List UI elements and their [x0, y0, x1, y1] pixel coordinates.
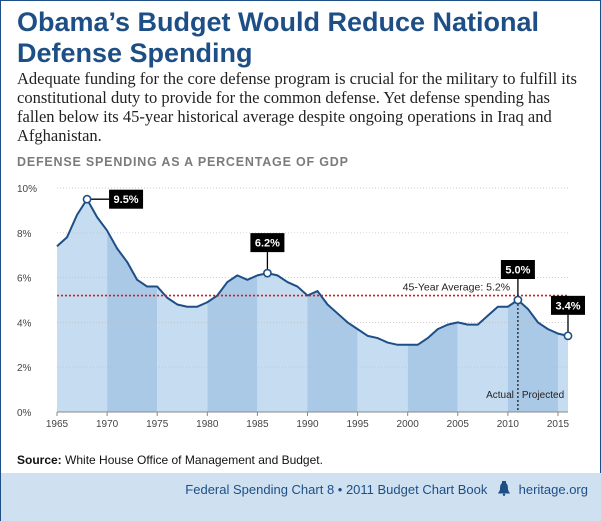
area-band: [207, 199, 258, 412]
x-tick-label: 2010: [497, 419, 520, 430]
chart-title: DEFENSE SPENDING AS A PERCENTAGE OF GDP: [17, 155, 349, 169]
area-band: [107, 199, 158, 412]
x-tick-label: 1975: [146, 419, 169, 430]
x-tick-label: 1980: [196, 419, 219, 430]
y-tick-label: 0%: [17, 408, 32, 419]
area-band: [157, 199, 208, 412]
series-line: [56, 198, 569, 346]
area-band: [457, 199, 508, 412]
y-tick-label: 4%: [17, 318, 32, 329]
x-tick-label: 1970: [96, 419, 119, 430]
defense-spending-chart: 0% 2% 4% 6% 8% 10% 1965 1970 1975 1980 1985 1990 199…: [17, 184, 585, 430]
callout-label: 9.5%: [114, 194, 139, 206]
area-fill: [57, 199, 568, 412]
x-tick-label: 1990: [296, 419, 319, 430]
projected-label: Projected: [522, 390, 564, 401]
y-tick-label: 8%: [17, 229, 32, 240]
liberty-bell-icon: [497, 481, 510, 496]
footer-site-link[interactable]: heritage.org: [518, 482, 588, 497]
callout-marker: [563, 331, 573, 341]
intro-paragraph: Adequate funding for the core defense pr…: [17, 69, 577, 145]
callout-label: 3.4%: [555, 300, 580, 312]
source-label: Source:: [17, 453, 62, 467]
actual-label: Actual: [486, 390, 514, 401]
x-tick-label: 1995: [346, 419, 369, 430]
page-title: Obama’s Budget Would Reduce National Def…: [17, 7, 587, 69]
area-band: [257, 199, 308, 412]
callout-box: [551, 295, 585, 315]
footer-bar: Federal Spending Chart 8 • 2011 Budget C…: [1, 473, 601, 521]
title-line-2: Defense Spending: [17, 38, 253, 68]
x-tick-label: 2005: [447, 419, 470, 430]
callout-label: 6.2%: [255, 238, 280, 250]
y-tick-label: 2%: [17, 363, 32, 374]
title-line-1: Obama’s Budget Would Reduce National: [17, 7, 540, 37]
callout-marker: [263, 268, 272, 278]
callout-marker: [82, 194, 92, 204]
callout-box: [500, 260, 535, 279]
callout-marker: [513, 295, 523, 305]
callout-box: [109, 189, 144, 209]
callout-label: 5.0%: [505, 265, 530, 277]
source-text: White House Office of Management and Bud…: [61, 453, 323, 467]
average-label: 45-Year Average: 5.2%: [403, 282, 510, 294]
y-tick-label: 6%: [17, 274, 32, 285]
y-tick-label: 10%: [17, 184, 37, 195]
callout-box: [250, 233, 285, 253]
x-tick-label: 1965: [46, 419, 69, 430]
area-band: [357, 199, 408, 412]
area-band: [407, 199, 458, 412]
x-tick-label: 2015: [547, 419, 570, 430]
footer-chart-label: Federal Spending Chart 8 • 2011 Budget C…: [185, 482, 488, 497]
x-tick-label: 2000: [397, 419, 420, 430]
area-band: [307, 199, 358, 412]
x-tick-label: 1985: [246, 419, 269, 430]
footer-credit: Federal Spending Chart 8 • 2011 Budget C…: [185, 481, 588, 497]
source-note: Source: White House Office of Management…: [17, 453, 323, 467]
